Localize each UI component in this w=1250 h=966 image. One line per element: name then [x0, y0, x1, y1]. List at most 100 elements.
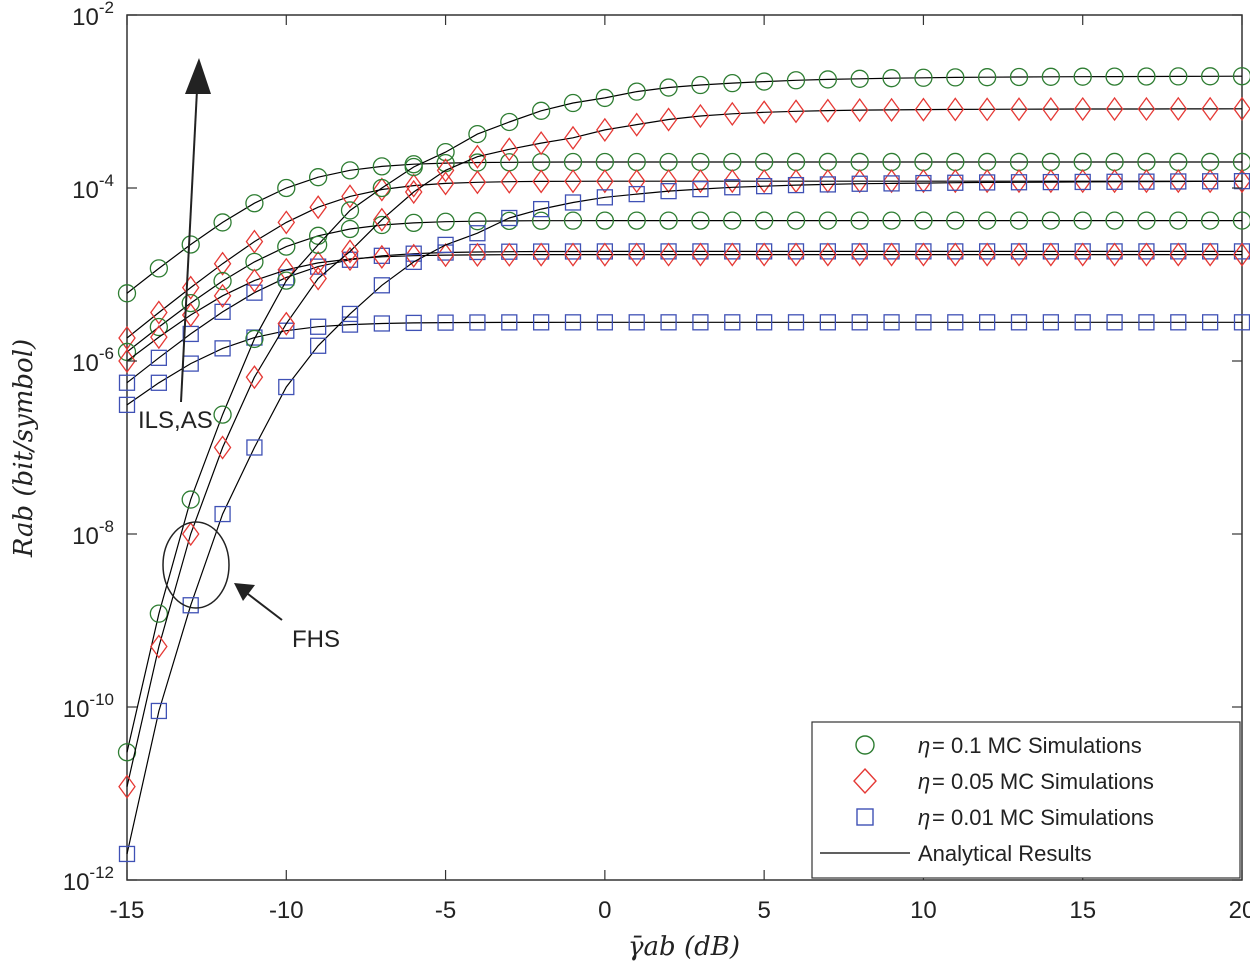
series-1-point-27 — [978, 169, 996, 194]
series-8-point-1 — [150, 702, 168, 720]
series-0-point-6 — [308, 168, 328, 187]
series-5-point-6 — [309, 318, 327, 335]
series-8-point-25 — [915, 174, 932, 192]
series-8-point-5 — [278, 378, 295, 396]
series-1-point-11 — [468, 170, 487, 195]
series-0-point-3 — [213, 213, 232, 232]
series-4-point-16 — [627, 242, 646, 267]
series-6-point-33 — [1169, 67, 1188, 86]
legend-text-1: = 0.1 MC Simulations — [932, 733, 1142, 758]
series-8-point-4 — [246, 439, 263, 456]
series-1-point-4 — [245, 229, 264, 254]
y-tick-label-0: 10-12 — [63, 863, 114, 896]
series-1-point-31 — [1105, 169, 1124, 194]
series-3-point-2 — [181, 293, 200, 313]
series-0-point-7 — [340, 161, 360, 180]
series-7-point-11 — [468, 144, 487, 169]
series-5-point-32 — [1138, 314, 1155, 331]
series-1-point-13 — [532, 169, 550, 194]
series-5-point-33 — [1170, 314, 1187, 331]
legend-symbol-3: η — [918, 805, 930, 830]
x-tick-label-1: -10 — [269, 897, 304, 924]
series-1-point-19 — [723, 169, 742, 194]
series-5-point-12 — [501, 314, 518, 331]
series-7-point-26 — [946, 97, 965, 122]
series-6-point-32 — [1137, 67, 1156, 86]
series-1-point-25 — [914, 169, 933, 194]
series-7-point-19 — [723, 101, 742, 126]
series-8-point-33 — [1170, 173, 1187, 190]
series-4-point-26 — [946, 242, 965, 267]
series-6-point-25 — [914, 68, 933, 87]
series-5-point-17 — [660, 314, 677, 331]
series-8-point-15 — [596, 189, 614, 206]
series-5-point-3 — [214, 340, 231, 357]
y-tick-label-2: 10-8 — [72, 517, 114, 550]
series-6-point-31 — [1105, 67, 1124, 86]
series-8-point-27 — [978, 174, 996, 191]
series-5-point-24 — [883, 314, 900, 331]
series-6-point-9 — [404, 157, 423, 177]
series-3-point-30 — [1073, 211, 1092, 230]
series-line-5 — [126, 321, 1242, 406]
series-2-point-0 — [118, 374, 136, 391]
series-6-point-35 — [1232, 67, 1250, 86]
series-3-point-26 — [946, 211, 965, 230]
series-7-point-4 — [245, 365, 264, 390]
series-6-point-19 — [723, 73, 742, 93]
series-7-point-21 — [787, 99, 805, 124]
legend-marker-circle — [855, 735, 875, 755]
series-3-point-14 — [563, 211, 583, 230]
series-3-point-35 — [1232, 211, 1250, 230]
legend-symbol-2: η — [918, 769, 930, 794]
series-7-point-24 — [882, 97, 901, 122]
fhs-arrow-line — [247, 593, 283, 621]
series-7-point-15 — [596, 117, 614, 142]
series-7-point-14 — [564, 125, 582, 150]
series-3-point-32 — [1137, 211, 1156, 230]
series-3-point-22 — [818, 211, 838, 230]
series-5-point-22 — [819, 314, 837, 331]
series-1-point-12 — [500, 169, 519, 194]
series-3-point-25 — [914, 211, 933, 230]
series-8-point-3 — [214, 505, 231, 523]
series-1-point-8 — [373, 177, 391, 202]
series-4-point-35 — [1233, 242, 1250, 267]
series-7-point-3 — [213, 435, 232, 460]
series-3-point-33 — [1169, 211, 1188, 230]
x-tick-label-6: 15 — [1069, 897, 1096, 924]
y-tick-label-1: 10-10 — [63, 690, 114, 723]
series-5-point-1 — [150, 374, 168, 391]
series-1-point-6 — [309, 195, 327, 220]
series-6-point-34 — [1200, 67, 1220, 86]
series-3-point-23 — [850, 211, 869, 230]
series-5-point-21 — [787, 314, 805, 331]
series-5-point-26 — [947, 314, 964, 331]
series-8-point-13 — [532, 200, 550, 218]
series-3-point-13 — [531, 211, 551, 230]
series-8-point-22 — [819, 176, 837, 193]
series-4-point-1 — [150, 325, 168, 350]
series-6-point-10 — [436, 142, 455, 162]
series-7-point-1 — [150, 634, 168, 659]
fhs-ellipse — [162, 521, 230, 609]
series-6-point-27 — [977, 68, 997, 87]
series-8-point-30 — [1074, 173, 1091, 191]
series-7-point-5 — [277, 311, 296, 336]
series-4-point-24 — [882, 242, 901, 267]
x-axis-label: γ̄ab (dB) — [628, 932, 740, 962]
series-5-point-10 — [437, 314, 454, 331]
series-1-point-23 — [850, 169, 869, 194]
series-7-point-9 — [404, 179, 423, 205]
series-7-point-0 — [118, 774, 136, 799]
series-8-point-34 — [1201, 173, 1219, 190]
series-0-point-8 — [372, 157, 392, 176]
legend-symbol-1: η — [918, 733, 930, 758]
series-4-point-20 — [755, 242, 773, 267]
series-6-point-12 — [500, 112, 519, 132]
series-1-point-26 — [946, 169, 965, 194]
series-7-point-18 — [691, 103, 710, 129]
series-8-point-7 — [341, 305, 359, 323]
series-5-point-18 — [692, 314, 709, 331]
series-7-point-22 — [819, 98, 837, 123]
